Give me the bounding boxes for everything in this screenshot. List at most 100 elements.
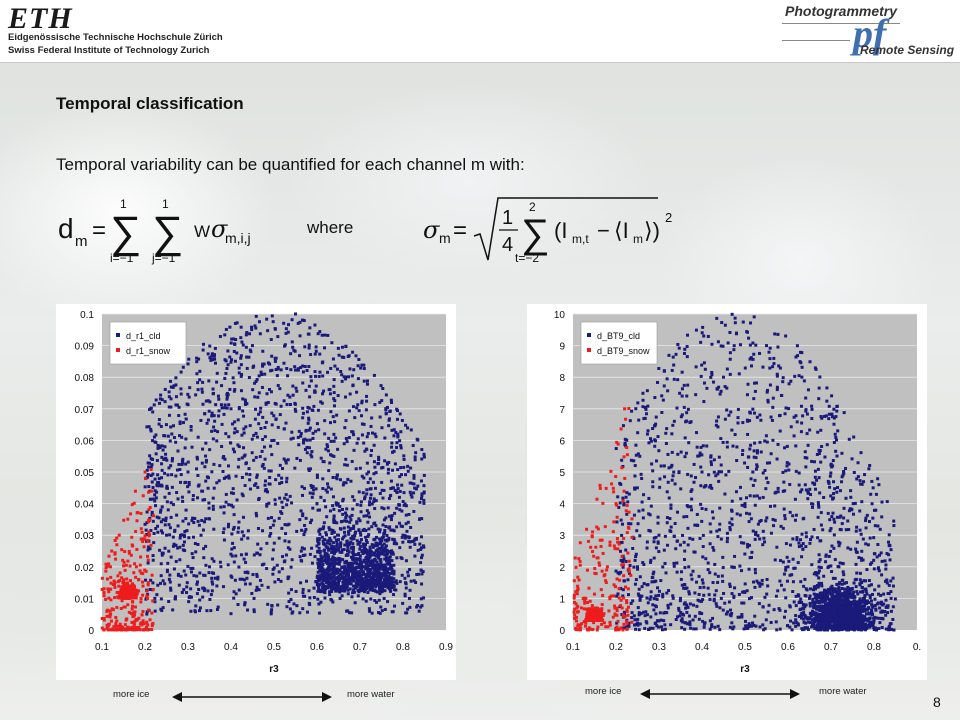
x-tick-label: 0.5 [267,642,281,653]
y-tick-label: 0.09 [75,342,95,353]
data-point [878,621,882,625]
data-point [360,422,364,426]
data-point [334,436,338,440]
data-point [324,447,328,451]
data-point [256,395,260,399]
data-point [794,614,798,618]
data-point [326,445,330,449]
data-point [361,549,365,553]
data-point [183,530,187,534]
y-tick-label: 0.1 [80,310,94,321]
data-point [189,566,193,570]
data-point [664,571,668,575]
data-point [685,394,689,398]
data-point [335,413,339,417]
data-point [341,497,345,501]
data-point [167,395,171,399]
data-point [169,464,173,468]
data-point [215,380,219,384]
data-point [387,497,391,501]
data-point [752,623,756,627]
data-point [328,536,332,540]
data-point [161,551,165,555]
data-point [728,528,732,532]
data-point [316,332,320,336]
data-point [227,522,231,526]
data-point [355,503,359,507]
data-point [158,484,162,488]
data-point [644,412,648,416]
data-point [674,352,678,356]
data-point [220,406,224,410]
data-point [392,529,396,533]
data-point [201,402,205,406]
data-point [134,617,138,621]
data-point [308,603,312,607]
data-point [314,487,318,491]
data-point [301,411,305,415]
data-point [109,587,113,591]
data-point [195,455,199,459]
data-point [374,589,378,593]
data-point [860,619,864,623]
data-point [290,611,294,615]
data-point [312,596,316,600]
data-point [693,614,697,618]
data-point [286,393,290,397]
data-point [133,628,137,632]
data-point [176,546,180,550]
data-point [115,543,119,547]
data-point [340,594,344,598]
data-point [194,393,198,397]
data-point [667,466,671,470]
data-point [266,329,270,333]
data-point [712,548,716,552]
data-point [213,357,217,361]
data-point [372,522,376,526]
data-point [322,584,326,588]
data-point [386,584,390,588]
data-point [728,351,732,355]
data-point [640,500,644,504]
data-point [751,483,755,487]
data-point [702,585,706,589]
data-point [182,533,186,537]
data-point [378,530,382,534]
data-point [725,445,729,449]
data-point [287,575,291,579]
data-point [131,604,135,608]
data-point [699,599,703,603]
data-point [713,593,717,597]
data-point [671,423,675,427]
data-point [163,400,167,404]
formula1-weight: W [194,222,210,241]
data-point [174,543,178,547]
data-point [115,536,119,540]
data-point [382,518,386,522]
data-point [223,333,227,337]
data-point [149,406,153,410]
data-point [804,545,808,549]
data-point [630,409,634,413]
data-point [308,326,312,330]
data-point [261,462,265,466]
data-point [396,432,400,436]
data-point [288,403,292,407]
data-point [386,471,390,475]
data-point [788,543,792,547]
data-point [147,465,151,469]
data-point [369,584,373,588]
data-point [354,553,358,557]
data-point [223,403,227,407]
data-point [293,368,297,372]
data-point [347,574,351,578]
data-point [241,515,245,519]
data-point [315,475,319,479]
data-point [361,582,365,586]
data-point [253,395,257,399]
data-point [387,559,391,563]
data-point [331,415,335,419]
data-point [694,365,698,369]
data-point [632,513,636,517]
data-point [255,435,259,439]
